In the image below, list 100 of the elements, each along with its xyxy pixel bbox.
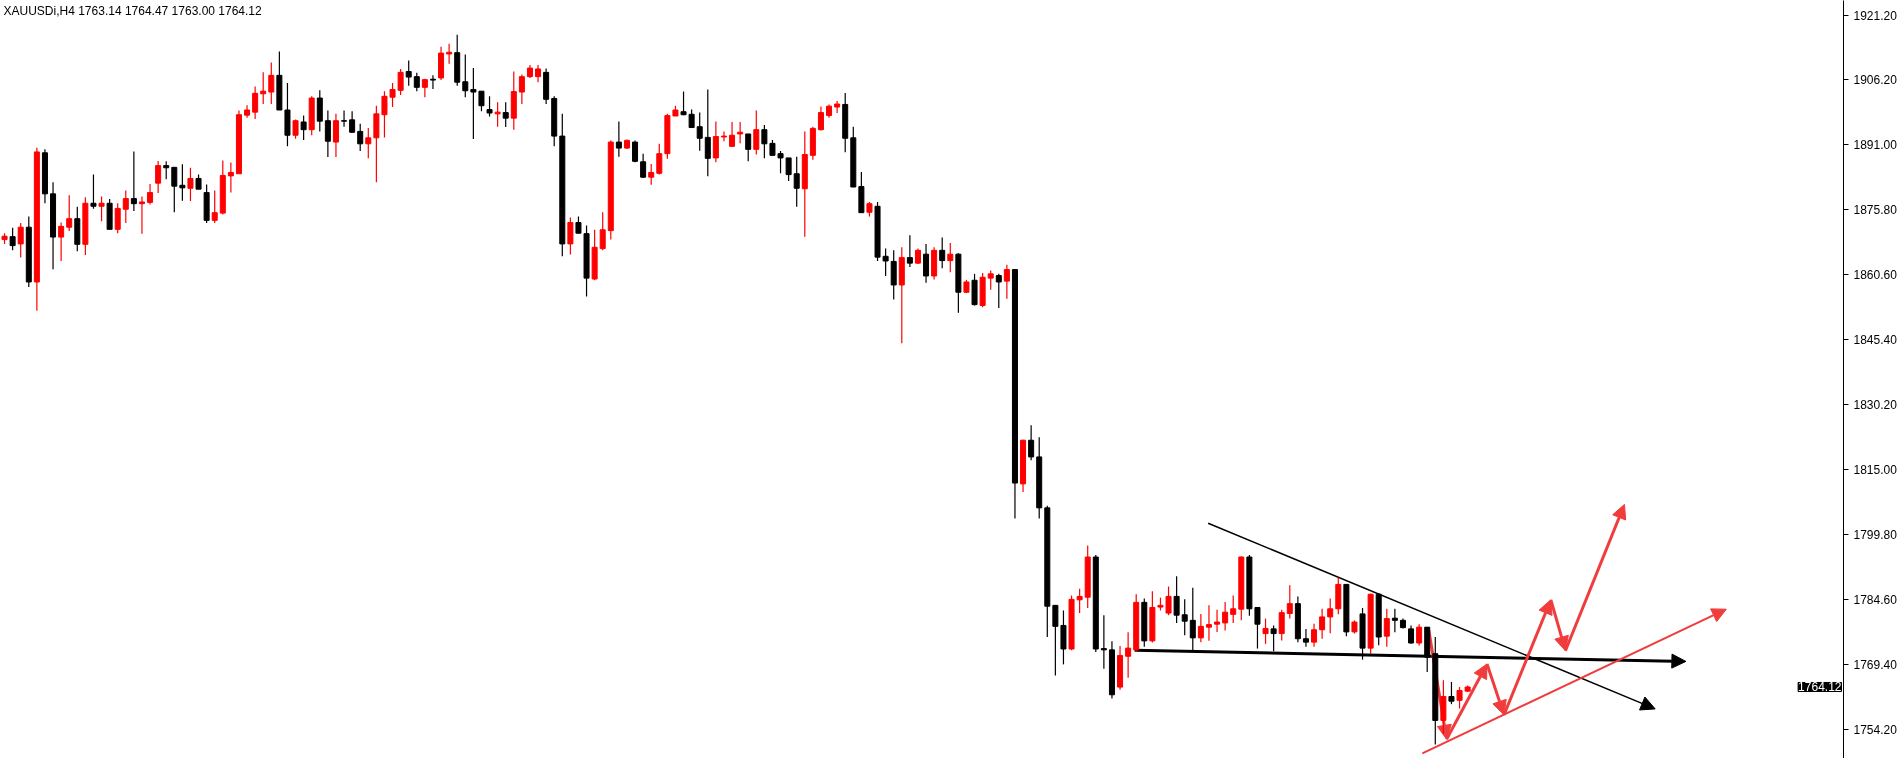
candlestick xyxy=(1125,631,1132,679)
y-tick-label: 1830.20 xyxy=(1853,397,1898,412)
candlestick xyxy=(171,166,178,213)
candlestick xyxy=(1197,613,1204,643)
candlestick xyxy=(567,216,574,256)
candlestick xyxy=(187,167,194,202)
candlestick xyxy=(656,143,663,176)
candlestick xyxy=(785,157,792,182)
candlestick xyxy=(292,118,299,140)
candlestick xyxy=(98,195,105,222)
candlestick xyxy=(332,113,339,158)
candlestick xyxy=(90,174,97,210)
y-tick-label: 1799.80 xyxy=(1853,527,1898,542)
candlestick xyxy=(1100,614,1107,670)
candlestick xyxy=(615,120,622,158)
candlestick xyxy=(720,130,727,142)
candlestick xyxy=(179,163,186,202)
candlestick xyxy=(341,109,348,128)
candlestick xyxy=(1327,597,1334,634)
candlestick xyxy=(147,183,154,206)
candlestick xyxy=(66,194,73,232)
candlestick xyxy=(1286,584,1293,620)
y-tick-label: 1845.40 xyxy=(1853,332,1898,347)
candlestick xyxy=(1222,601,1229,632)
candlestick xyxy=(502,101,509,128)
candlestick xyxy=(1448,681,1455,705)
candlestick xyxy=(1302,628,1309,648)
candlestick xyxy=(1278,609,1285,642)
candlestick xyxy=(429,74,436,90)
candlestick xyxy=(995,273,1002,309)
candlestick xyxy=(260,71,267,105)
candlestick xyxy=(122,189,129,224)
annotation: 1764.12 xyxy=(1798,680,1842,695)
candlestick xyxy=(1319,608,1326,640)
chart-title: XAUUSDi,H4 1763.14 1764.47 1763.00 1764.12 xyxy=(3,3,263,18)
candlestick xyxy=(365,127,372,159)
candlestick xyxy=(906,234,913,268)
candlestick xyxy=(1181,598,1188,636)
candlestick xyxy=(462,53,469,98)
y-tick-label: 1815.00 xyxy=(1853,462,1898,477)
candlestick xyxy=(640,153,647,179)
y-tick-label: 1875.80 xyxy=(1853,202,1898,217)
candlestick xyxy=(987,269,994,291)
candlestick xyxy=(446,43,453,65)
candlestick xyxy=(357,123,364,152)
candlestick xyxy=(211,189,218,224)
candlestick xyxy=(890,249,897,301)
candlestick xyxy=(696,111,703,152)
candlestick xyxy=(1416,623,1423,647)
candlestick xyxy=(1391,608,1398,633)
candlestick xyxy=(648,163,655,186)
candlestick xyxy=(923,243,930,284)
candlestick xyxy=(1383,608,1390,648)
candlestick xyxy=(737,121,744,144)
candlestick xyxy=(745,133,752,162)
candlestick xyxy=(1408,624,1415,645)
candlestick xyxy=(155,160,162,194)
candlestick xyxy=(1028,424,1035,461)
candlestick xyxy=(947,242,954,273)
candlestick xyxy=(1214,609,1221,633)
candlestick xyxy=(405,59,412,87)
candlestick xyxy=(599,211,606,251)
candlestick xyxy=(939,236,946,269)
candlestick xyxy=(1440,679,1447,735)
candlestick xyxy=(817,105,824,132)
candlestick xyxy=(130,150,137,212)
candlestick xyxy=(1230,594,1237,624)
y-tick-label: 1754.20 xyxy=(1853,722,1898,737)
candlestick xyxy=(1173,575,1180,624)
candlestick xyxy=(712,120,719,163)
candlestick xyxy=(494,101,501,128)
candlestick xyxy=(1205,604,1212,642)
candlestick xyxy=(834,100,841,114)
candlestick xyxy=(300,114,307,141)
candlestick xyxy=(1003,264,1010,300)
candlestick xyxy=(704,88,711,177)
y-tick-label: 1921.20 xyxy=(1853,8,1898,23)
candlestick xyxy=(324,109,331,158)
y-tick-label: 1906.20 xyxy=(1853,72,1898,87)
candlestick xyxy=(753,109,760,156)
candlestick xyxy=(17,222,24,259)
candlestick xyxy=(729,121,736,147)
candlestick xyxy=(518,73,525,105)
candlestick xyxy=(316,89,323,132)
candlestick xyxy=(1311,623,1318,648)
y-tick-label: 1891.00 xyxy=(1853,137,1898,152)
candlestick xyxy=(138,195,145,235)
candlestick xyxy=(227,162,234,194)
candlestick xyxy=(9,227,16,251)
candlestick xyxy=(114,202,121,234)
candlestick xyxy=(1262,618,1269,645)
candlestick xyxy=(268,61,275,105)
y-tick-label: 1769.40 xyxy=(1853,657,1898,672)
candlestick xyxy=(486,95,493,118)
candlestick xyxy=(793,156,800,208)
candlestick xyxy=(413,72,420,92)
y-tick-label: 1784.60 xyxy=(1853,592,1898,607)
y-tick-label: 1860.60 xyxy=(1853,267,1898,282)
candlestick xyxy=(58,221,65,262)
candlestick xyxy=(252,85,259,120)
